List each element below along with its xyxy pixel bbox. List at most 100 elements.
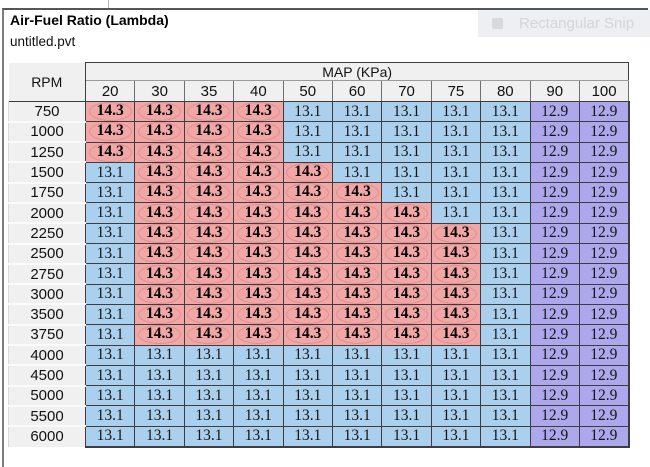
afr-cell[interactable]: 14.3: [233, 161, 284, 184]
afr-cell[interactable]: 13.1: [480, 202, 531, 224]
map-col-header[interactable]: 40: [233, 80, 284, 102]
afr-cell[interactable]: 12.9: [529, 222, 580, 245]
afr-cell[interactable]: 13.1: [331, 364, 383, 387]
rpm-row-header[interactable]: 5000: [8, 384, 86, 406]
afr-cell[interactable]: 14.3: [183, 141, 235, 163]
afr-cell[interactable]: 13.1: [480, 222, 531, 245]
afr-cell[interactable]: 14.3: [381, 283, 432, 305]
afr-cell[interactable]: 12.9: [578, 100, 630, 123]
afr-cell[interactable]: 14.3: [233, 283, 284, 305]
afr-cell[interactable]: 14.3: [183, 283, 235, 305]
afr-cell[interactable]: 13.1: [331, 100, 383, 123]
afr-cell[interactable]: 13.1: [183, 385, 235, 407]
afr-cell[interactable]: 12.9: [578, 202, 630, 224]
afr-cell[interactable]: 13.1: [84, 283, 136, 305]
rpm-row-header[interactable]: 3750: [8, 323, 86, 346]
rpm-row-header[interactable]: 1000: [8, 120, 86, 143]
afr-cell[interactable]: 14.3: [282, 283, 333, 305]
afr-cell[interactable]: 13.1: [480, 344, 531, 366]
afr-cell[interactable]: 14.3: [233, 222, 284, 245]
afr-cell[interactable]: 13.1: [430, 344, 482, 366]
map-col-header[interactable]: 80: [480, 80, 531, 102]
afr-cell[interactable]: 14.3: [331, 202, 383, 224]
afr-cell[interactable]: 14.3: [381, 263, 432, 285]
afr-cell[interactable]: 14.3: [183, 263, 235, 285]
map-col-header[interactable]: 75: [430, 80, 482, 102]
afr-cell[interactable]: 13.1: [331, 405, 383, 427]
afr-cell[interactable]: 13.1: [480, 385, 531, 407]
afr-cell[interactable]: 14.3: [183, 324, 235, 346]
afr-cell[interactable]: 14.3: [282, 202, 333, 224]
afr-cell[interactable]: 13.1: [480, 141, 531, 163]
afr-cell[interactable]: 13.1: [84, 364, 136, 387]
afr-cell[interactable]: 14.3: [183, 100, 235, 123]
afr-cell[interactable]: 14.3: [331, 263, 383, 285]
rpm-row-header[interactable]: 4000: [8, 344, 86, 366]
afr-cell[interactable]: 13.1: [84, 385, 136, 407]
afr-cell[interactable]: 13.1: [480, 425, 531, 448]
afr-cell[interactable]: 13.1: [84, 222, 136, 245]
afr-cell[interactable]: 14.3: [233, 182, 284, 204]
afr-cell[interactable]: 12.9: [578, 222, 630, 245]
afr-cell[interactable]: 14.3: [381, 202, 432, 224]
afr-cell[interactable]: 12.9: [529, 263, 580, 285]
afr-cell[interactable]: 13.1: [430, 161, 482, 184]
afr-cell[interactable]: 12.9: [529, 161, 580, 184]
afr-cell[interactable]: 13.1: [134, 344, 185, 366]
afr-cell[interactable]: 14.3: [183, 222, 235, 245]
afr-cell[interactable]: 13.1: [84, 303, 136, 326]
map-col-header[interactable]: 90: [529, 80, 580, 102]
rpm-row-header[interactable]: 2500: [8, 242, 86, 264]
afr-cell[interactable]: 13.1: [430, 182, 482, 204]
rpm-row-header[interactable]: 6000: [8, 425, 86, 447]
afr-cell[interactable]: 12.9: [529, 405, 580, 427]
afr-cell[interactable]: 14.3: [183, 303, 235, 326]
afr-cell[interactable]: 14.3: [134, 324, 185, 346]
afr-cell[interactable]: 12.9: [578, 182, 630, 204]
afr-cell[interactable]: 12.9: [529, 344, 580, 366]
afr-cell[interactable]: 14.3: [282, 182, 333, 204]
afr-cell[interactable]: 13.1: [480, 121, 531, 143]
afr-cell[interactable]: 12.9: [578, 385, 630, 407]
afr-cell[interactable]: 12.9: [529, 364, 580, 387]
afr-cell[interactable]: 13.1: [331, 141, 383, 163]
afr-cell[interactable]: 13.1: [134, 405, 185, 427]
rpm-row-header[interactable]: 2750: [8, 262, 86, 285]
afr-cell[interactable]: 14.3: [430, 222, 482, 245]
map-col-header[interactable]: 60: [331, 80, 383, 102]
afr-cell[interactable]: 14.3: [331, 182, 383, 204]
afr-cell[interactable]: 14.3: [282, 243, 333, 265]
afr-cell[interactable]: 12.9: [578, 161, 630, 184]
afr-cell[interactable]: 13.1: [480, 405, 531, 427]
afr-cell[interactable]: 13.1: [134, 425, 185, 448]
afr-cell[interactable]: 13.1: [183, 364, 235, 387]
afr-cell[interactable]: 13.1: [282, 100, 333, 123]
afr-cell[interactable]: 14.3: [84, 121, 136, 143]
afr-cell[interactable]: 14.3: [282, 324, 333, 346]
map-col-header[interactable]: 20: [84, 80, 136, 102]
afr-cell[interactable]: 13.1: [381, 344, 432, 366]
afr-cell[interactable]: 13.1: [430, 425, 482, 448]
afr-cell[interactable]: 14.3: [183, 202, 235, 224]
afr-cell[interactable]: 13.1: [331, 425, 383, 448]
afr-cell[interactable]: 13.1: [480, 303, 531, 326]
afr-cell[interactable]: 12.9: [529, 385, 580, 407]
map-col-header[interactable]: 50: [282, 80, 333, 102]
afr-cell[interactable]: 13.1: [430, 385, 482, 407]
afr-cell[interactable]: 12.9: [529, 425, 580, 448]
afr-cell[interactable]: 14.3: [233, 202, 284, 224]
afr-cell[interactable]: 14.3: [430, 283, 482, 305]
afr-cell[interactable]: 13.1: [84, 425, 136, 448]
afr-cell[interactable]: 14.3: [381, 303, 432, 326]
afr-cell[interactable]: 13.1: [430, 202, 482, 224]
rpm-row-header[interactable]: 1250: [8, 141, 86, 163]
afr-cell[interactable]: 12.9: [578, 243, 630, 265]
afr-cell[interactable]: 12.9: [529, 100, 580, 123]
afr-cell[interactable]: 13.1: [480, 364, 531, 387]
afr-cell[interactable]: 14.3: [134, 202, 185, 224]
rpm-row-header[interactable]: 2250: [8, 222, 86, 244]
afr-cell[interactable]: 13.1: [233, 405, 284, 427]
afr-cell[interactable]: 14.3: [134, 141, 185, 163]
afr-cell[interactable]: 13.1: [480, 263, 531, 285]
afr-cell[interactable]: 14.3: [84, 100, 136, 123]
